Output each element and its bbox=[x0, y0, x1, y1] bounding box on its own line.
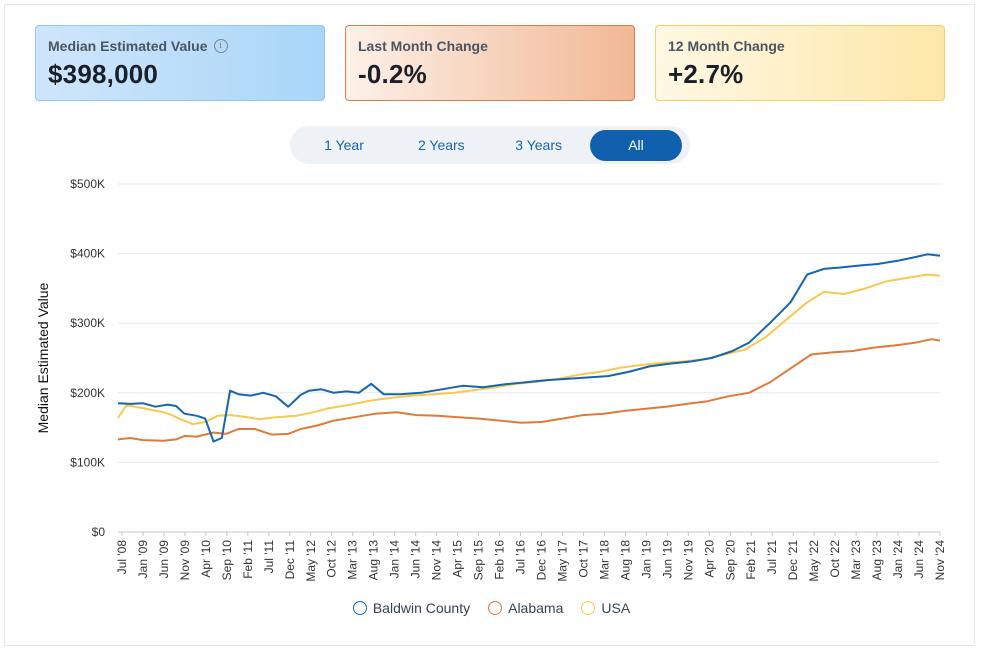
x-tick-label: Nov '14 bbox=[430, 540, 444, 581]
legend-label-baldwin-county: Baldwin County bbox=[372, 600, 471, 616]
x-tick-label: Jun '19 bbox=[660, 540, 674, 579]
last-month-change-value: -0.2% bbox=[358, 59, 427, 89]
legend-label-alabama: Alabama bbox=[508, 600, 564, 616]
y-axis-label: Median Estimated Value bbox=[35, 282, 51, 433]
legend-swatch-baldwin-county bbox=[352, 601, 367, 615]
median-value-label: Median Estimated Value bbox=[48, 38, 208, 54]
twelve-month-change-label: 12 Month Change bbox=[668, 38, 785, 54]
x-tick-label: Sep '10 bbox=[220, 540, 234, 581]
twelve-month-change-card: 12 Month Change +2.7% bbox=[655, 25, 945, 101]
x-tick-label: Jan '14 bbox=[388, 540, 402, 579]
x-tick-label: Apr '20 bbox=[702, 540, 716, 578]
series-line-alabama bbox=[117, 338, 941, 442]
x-tick-label: Jul '11 bbox=[262, 540, 276, 574]
legend-item-alabama[interactable]: Alabama bbox=[488, 600, 563, 616]
x-tick-label: Jan '24 bbox=[891, 540, 905, 579]
x-tick-label: Dec '16 bbox=[534, 540, 548, 581]
range-3-years-button[interactable]: 3 Years bbox=[515, 136, 563, 153]
median-value-card: Median Estimated Value i $398,000 bbox=[35, 25, 325, 101]
x-tick-label: May '17 bbox=[555, 540, 569, 582]
x-tick-label: Jan '09 bbox=[136, 540, 150, 579]
x-tick-label: Aug '13 bbox=[367, 540, 381, 581]
legend-item-usa[interactable]: USA bbox=[581, 600, 630, 616]
x-tick-label: Oct '22 bbox=[828, 540, 842, 578]
x-tick-label: Jan '19 bbox=[639, 540, 653, 579]
x-tick-label: Sep '20 bbox=[723, 540, 737, 581]
chart-panel bbox=[4, 4, 975, 646]
x-tick-label: Mar '18 bbox=[597, 540, 611, 580]
x-tick-label: Apr '15 bbox=[451, 540, 465, 578]
series-line-baldwin-county bbox=[117, 253, 941, 443]
info-icon[interactable]: i bbox=[213, 39, 228, 53]
range-all-button[interactable]: All bbox=[589, 129, 682, 161]
x-tick-label: May '22 bbox=[807, 540, 821, 582]
x-tick-label: Dec '21 bbox=[786, 540, 800, 581]
y-tick-label: $0 bbox=[92, 525, 106, 539]
chart-legend: Baldwin County Alabama USA bbox=[0, 600, 983, 616]
range-2-years-button[interactable]: 2 Years bbox=[417, 136, 465, 153]
legend-swatch-usa bbox=[581, 601, 596, 615]
x-tick-label: Jul '16 bbox=[514, 540, 528, 575]
x-tick-label: Jul '08 bbox=[115, 540, 129, 575]
x-tick-label: Aug '23 bbox=[870, 540, 884, 581]
median-value: $398,000 bbox=[48, 59, 159, 89]
last-month-change-label: Last Month Change bbox=[358, 38, 488, 54]
last-month-change-card: Last Month Change -0.2% bbox=[345, 25, 635, 101]
x-tick-label: May '12 bbox=[304, 540, 318, 582]
x-tick-label: Nov '24 bbox=[933, 540, 947, 581]
x-tick-label: Dec '11 bbox=[283, 540, 297, 580]
x-tick-label: Oct '12 bbox=[325, 540, 339, 578]
x-tick-label: Aug '18 bbox=[618, 540, 632, 581]
x-tick-label: Apr '10 bbox=[199, 540, 213, 578]
x-tick-label: Sep '15 bbox=[472, 540, 486, 581]
time-range-selector: 1 Year 2 Years 3 Years All bbox=[290, 126, 690, 164]
legend-item-baldwin-county[interactable]: Baldwin County bbox=[352, 600, 471, 616]
x-tick-label: Feb '21 bbox=[744, 540, 758, 580]
x-tick-label: Jul '21 bbox=[765, 540, 779, 575]
x-tick-label: Oct '17 bbox=[576, 540, 590, 578]
x-tick-label: Feb '11 bbox=[241, 540, 255, 579]
x-tick-label: Jun '09 bbox=[157, 540, 171, 579]
x-tick-label: Jun '24 bbox=[912, 540, 926, 579]
x-tick-label: Feb '16 bbox=[493, 540, 507, 580]
legend-label-usa: USA bbox=[601, 600, 631, 616]
x-tick-label: Nov '09 bbox=[178, 540, 192, 581]
y-tick-label: $100K bbox=[70, 455, 105, 469]
y-tick-label: $200K bbox=[70, 386, 105, 400]
twelve-month-change-value: +2.7% bbox=[668, 59, 744, 89]
series-line-usa bbox=[117, 273, 941, 426]
x-tick-label: Mar '23 bbox=[849, 540, 863, 580]
range-1-year-button[interactable]: 1 Year bbox=[324, 136, 364, 153]
x-tick-label: Mar '13 bbox=[346, 540, 360, 580]
x-tick-label: Jun '14 bbox=[409, 540, 423, 579]
x-tick-label: Nov '19 bbox=[681, 540, 695, 581]
y-tick-label: $500K bbox=[70, 177, 105, 191]
y-tick-label: $400K bbox=[70, 247, 105, 261]
legend-swatch-alabama bbox=[488, 601, 503, 615]
y-tick-label: $300K bbox=[70, 316, 105, 330]
